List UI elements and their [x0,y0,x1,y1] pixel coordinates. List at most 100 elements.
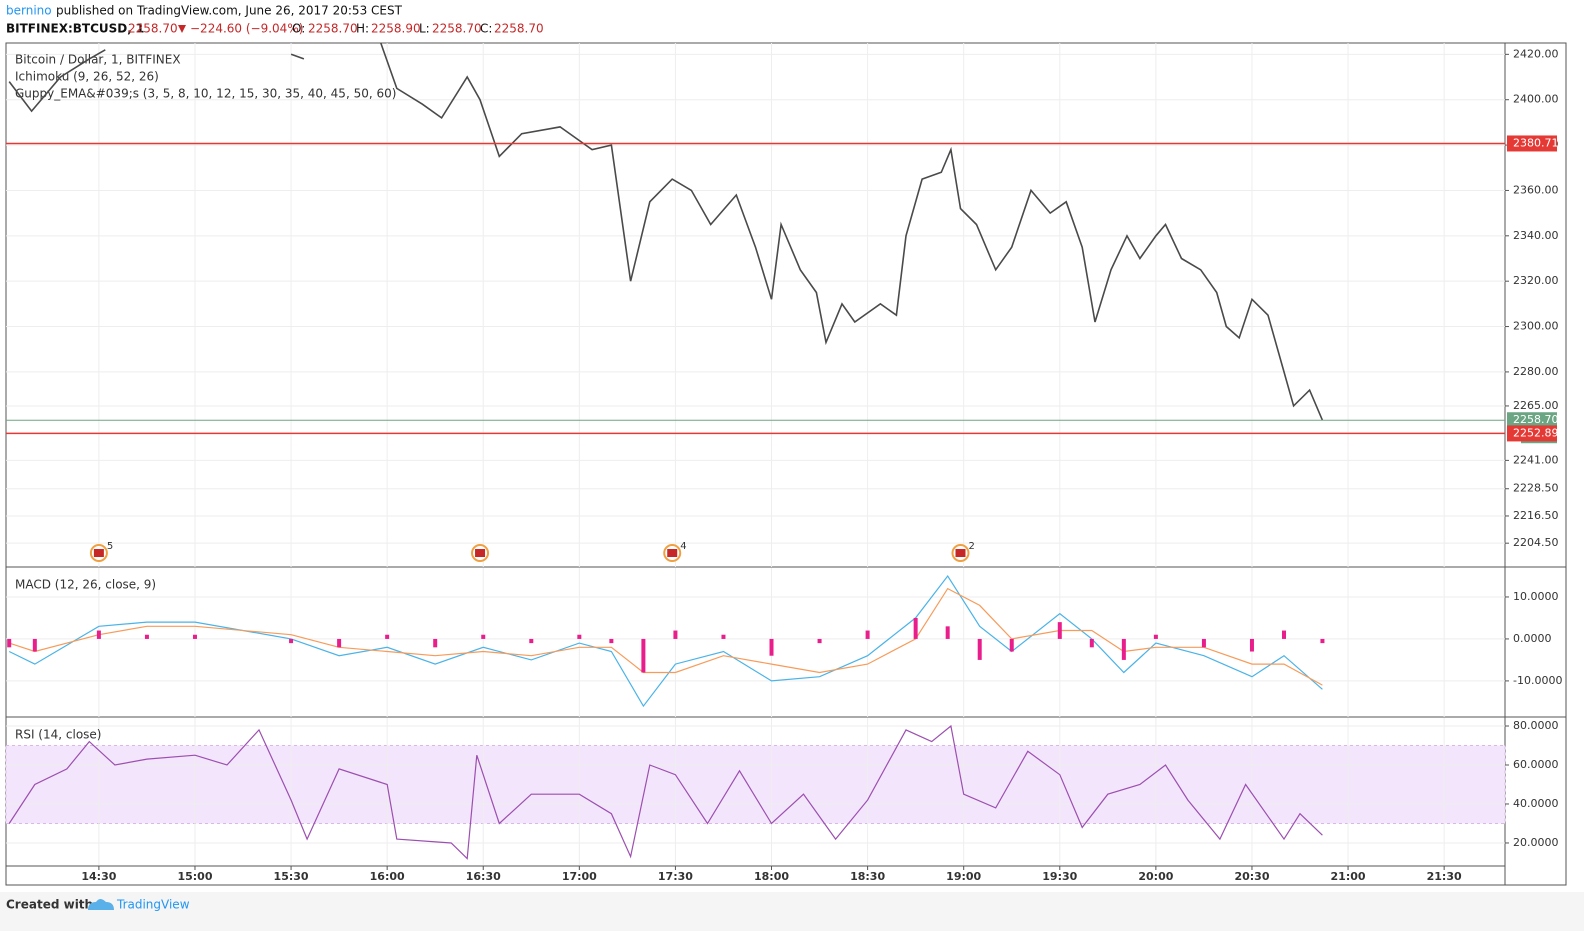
y-tick-label: 2300.00 [1513,320,1559,333]
open: 2258.70 [308,22,358,36]
x-tick-label: 16:30 [466,870,501,883]
series-line [8,574,1323,708]
legend-text: Ichimoku (9, 26, 52, 26) [15,70,159,84]
y-tick-label: 40.0000 [1513,797,1559,810]
histogram-bar [1009,638,1014,652]
y-tick-label: 2420.00 [1513,47,1559,60]
change: −224.60 (−9.04%) [190,22,303,36]
price-label-box [1507,425,1557,442]
y-tick-label: 10.0000 [1513,590,1559,603]
histogram-bar [1201,638,1206,648]
x-tick-label: 20:00 [1138,870,1173,883]
y-tick-label: 2320.00 [1513,274,1559,287]
legend-text: Bitcoin / Dollar, 1, BITFINEX [15,53,181,67]
x-tick-label: 15:00 [177,870,212,883]
x-tick-label: 17:00 [562,870,597,883]
y-tick-label: 2228.50 [1513,482,1559,495]
event-count: 5 [107,541,113,552]
footer-brand[interactable]: TradingView [116,898,190,912]
y-tick-label: 2340.00 [1513,229,1559,242]
histogram-bar [1153,634,1158,639]
y-tick-label: 2241.00 [1513,453,1559,466]
series-line [8,42,1324,421]
histogram-bar [96,630,101,639]
histogram-bar [673,630,678,639]
histogram-bar [769,638,774,656]
y-tick-label: -10.0000 [1513,674,1562,687]
histogram-bar [192,634,197,639]
y-tick-label: 2280.00 [1513,365,1559,378]
legend-text: RSI (14, close) [15,728,101,742]
event-count: 2 [968,541,974,552]
x-tick-label: 18:30 [850,870,885,883]
event-flag [475,549,486,557]
event-flag [667,549,678,557]
histogram-bar [1249,638,1254,652]
y-tick-label: 80.0000 [1513,719,1559,732]
event-flag [955,549,966,557]
histogram-bar [385,634,390,639]
x-tick-label: 20:30 [1234,870,1269,883]
legend-text: MACD (12, 26, close, 9) [15,578,156,592]
price-label: 2252.89 [1513,426,1559,439]
close: 2258.70 [494,22,544,36]
x-tick-label: 19:30 [1042,870,1077,883]
price-label-box [1507,135,1557,152]
x-tick-label: 16:00 [370,870,405,883]
y-tick-label: 2216.50 [1513,509,1559,522]
y-tick-label: 2360.00 [1513,183,1559,196]
histogram-bar [865,630,870,639]
histogram-bar [32,638,37,652]
price-label: 2258.70 [1513,413,1559,426]
histogram-bar [977,638,982,660]
histogram-bar [609,638,614,644]
legend-text: Guppy_EMA&#039;s (3, 5, 8, 10, 12, 15, 3… [15,87,396,101]
histogram-bar [1320,638,1325,644]
x-tick-label: 19:00 [946,870,981,883]
brand-logo [88,899,114,910]
x-tick-label: 14:30 [81,870,116,883]
histogram-bar [1057,622,1062,639]
histogram-bar [144,634,149,639]
rsi-band [5,744,1506,824]
close-label: C: [480,22,492,36]
histogram-bar [1121,638,1126,660]
price-label-box [1507,412,1557,429]
y-tick-label: 2400.00 [1513,93,1559,106]
y-tick-label: 2265.00 [1513,399,1559,412]
footer-created: Created with [6,898,93,912]
down-arrow [178,25,186,33]
published: published on TradingView.com, June 26, 2… [56,4,403,18]
event-flag [93,549,104,557]
y-tick-label: 0.0000 [1513,632,1552,645]
x-tick-label: 21:00 [1331,870,1366,883]
open-label: O: [292,22,305,36]
histogram-bar [1089,638,1094,648]
x-tick-label: 18:00 [754,870,789,883]
x-tick-label: 15:30 [274,870,309,883]
footer-bar [0,892,1584,931]
histogram-bar [289,638,294,644]
low: 2258.70 [432,22,482,36]
histogram-bar [817,638,822,644]
y-tick-label: 20.0000 [1513,836,1559,849]
histogram-bar [641,638,646,673]
author[interactable]: bernino [6,4,52,18]
low-label: L: [419,22,430,36]
histogram-bar [481,634,486,639]
frame [5,42,1567,886]
y-tick-label: 2204.50 [1513,536,1559,549]
price-label: 2380.71 [1513,136,1559,149]
histogram-bar [529,638,534,644]
histogram-bar [913,617,918,639]
histogram-bar [7,638,12,648]
x-tick-label: 21:30 [1427,870,1462,883]
high: 2258.90 [371,22,421,36]
symbol: BITFINEX:BTCUSD, 1 [6,22,144,36]
high-label: H: [356,22,369,36]
histogram-bar [721,634,726,639]
histogram-bar [1281,630,1286,639]
y-tick-label: 60.0000 [1513,758,1559,771]
histogram-bar [945,626,950,639]
